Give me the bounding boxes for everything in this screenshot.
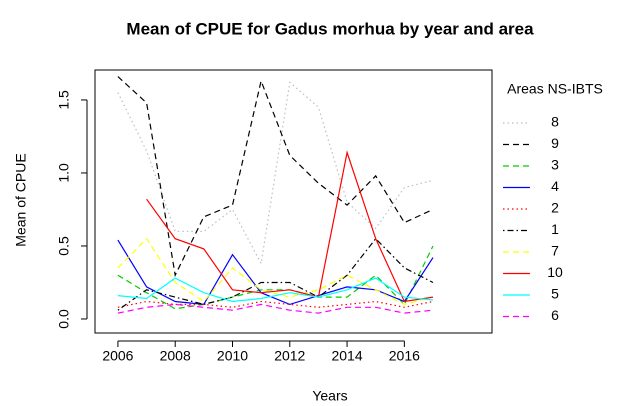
series-line bbox=[146, 150, 434, 303]
y-tick-label: 0.0 bbox=[56, 309, 72, 329]
series-line bbox=[117, 303, 434, 314]
x-tick-label: 2016 bbox=[389, 348, 420, 364]
series-line bbox=[117, 277, 434, 303]
legend-label: 10 bbox=[547, 264, 563, 280]
y-axis-label: Mean of CPUE bbox=[13, 153, 29, 246]
legend-label: 1 bbox=[551, 221, 559, 237]
y-tick-label: 1.5 bbox=[56, 90, 72, 110]
legend-label: 2 bbox=[551, 200, 559, 216]
plot-frame bbox=[94, 69, 493, 334]
y-tick-label: 0.5 bbox=[56, 236, 72, 256]
legend-label: 5 bbox=[551, 286, 559, 302]
x-tick-label: 2010 bbox=[217, 348, 248, 364]
series-line bbox=[117, 300, 434, 308]
series-line bbox=[117, 245, 434, 310]
series-line bbox=[117, 76, 434, 278]
x-tick-label: 2014 bbox=[331, 348, 362, 364]
legend-label: 9 bbox=[551, 135, 559, 151]
chart-title: Mean of CPUE for Gadus morhua by year an… bbox=[126, 19, 534, 38]
legend-label: 6 bbox=[551, 307, 559, 323]
series-line bbox=[117, 237, 434, 306]
series-line bbox=[117, 81, 434, 266]
x-axis-label: Years bbox=[312, 388, 347, 404]
series-line bbox=[117, 239, 434, 306]
legend-title: Areas NS-IBTS bbox=[507, 81, 603, 97]
y-tick-label: 1.0 bbox=[56, 163, 72, 183]
x-tick-label: 2006 bbox=[102, 348, 133, 364]
series-line bbox=[117, 237, 434, 311]
legend-label: 3 bbox=[551, 157, 559, 173]
legend-label: 4 bbox=[551, 178, 559, 194]
x-tick-label: 2008 bbox=[160, 348, 191, 364]
legend-label: 7 bbox=[551, 243, 559, 259]
x-tick-label: 2012 bbox=[274, 348, 305, 364]
legend-label: 8 bbox=[551, 114, 559, 130]
